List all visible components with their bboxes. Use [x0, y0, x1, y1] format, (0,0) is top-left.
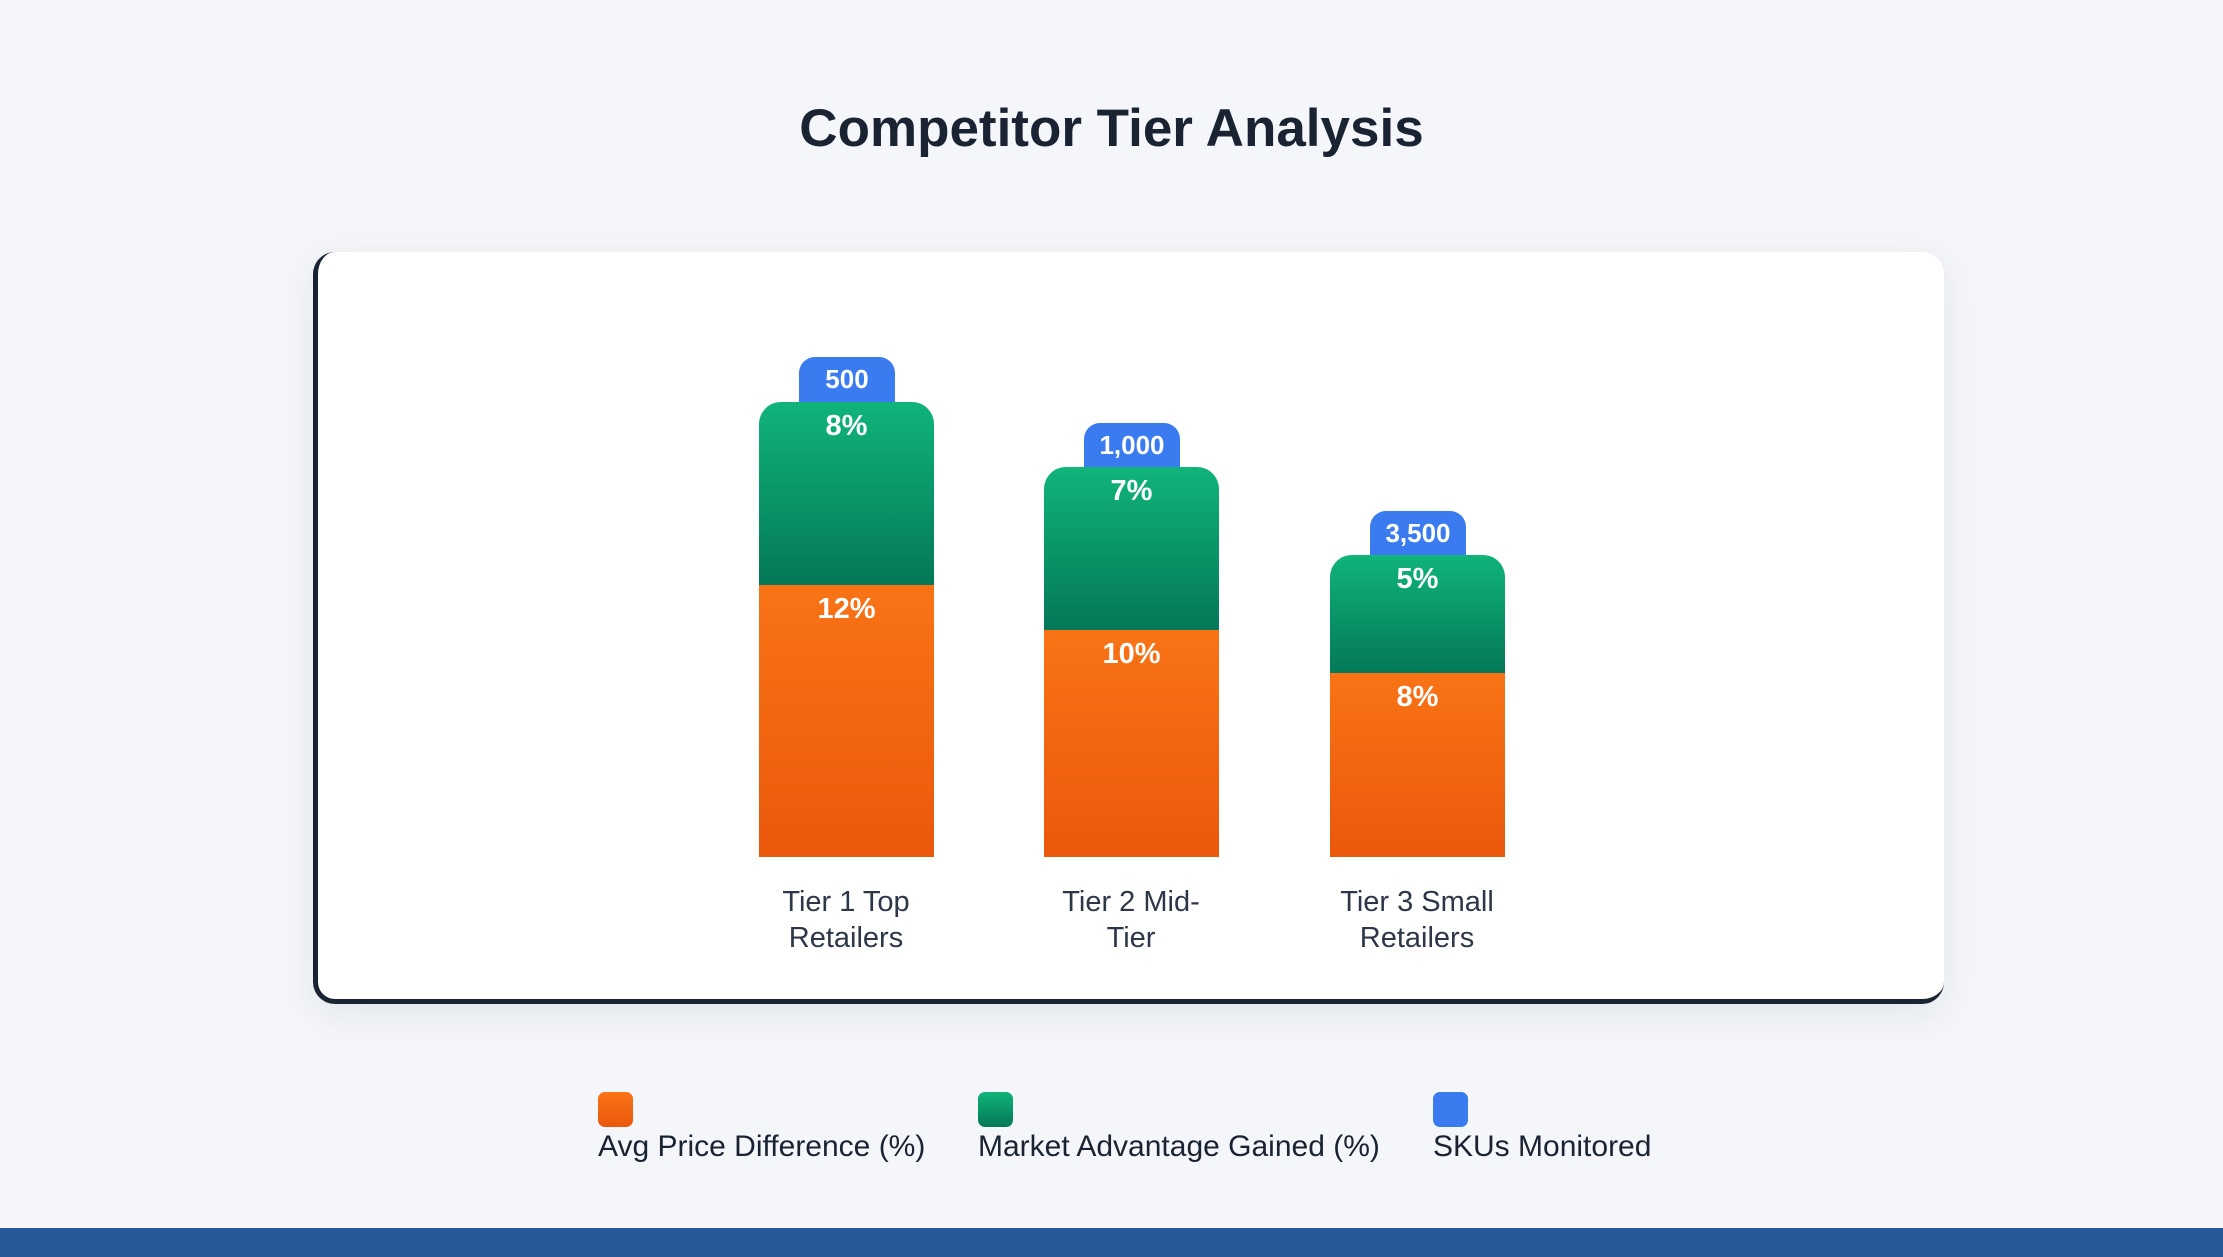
legend-item-avg-price-difference: Avg Price Difference (%) — [598, 1092, 925, 1164]
skus-badge: 3,500 — [1370, 511, 1466, 559]
market-advantage-segment: 8% — [759, 402, 934, 585]
price-difference-segment: 10% — [1044, 630, 1219, 857]
market-advantage-segment: 7% — [1044, 467, 1219, 630]
orange-swatch-icon — [598, 1092, 633, 1127]
skus-badge: 1,000 — [1084, 423, 1180, 471]
market-advantage-segment: 5% — [1330, 555, 1505, 673]
x-axis-label: Tier 1 Top Retailers — [782, 886, 910, 954]
footer-bar — [0, 1228, 2223, 1257]
x-axis-label: Tier 3 Small Retailers — [1340, 886, 1494, 954]
skus-badge: 500 — [799, 357, 895, 405]
legend-item-market-advantage: Market Advantage Gained (%) — [978, 1092, 1380, 1164]
green-swatch-icon — [978, 1092, 1013, 1127]
chart-title: Competitor Tier Analysis — [799, 99, 1424, 158]
legend-item-skus-monitored: SKUs Monitored — [1433, 1092, 1651, 1164]
blue-swatch-icon — [1433, 1092, 1468, 1127]
x-axis-label: Tier 2 Mid- Tier — [1062, 886, 1200, 954]
price-difference-segment: 12% — [759, 585, 934, 857]
price-difference-segment: 8% — [1330, 673, 1505, 857]
